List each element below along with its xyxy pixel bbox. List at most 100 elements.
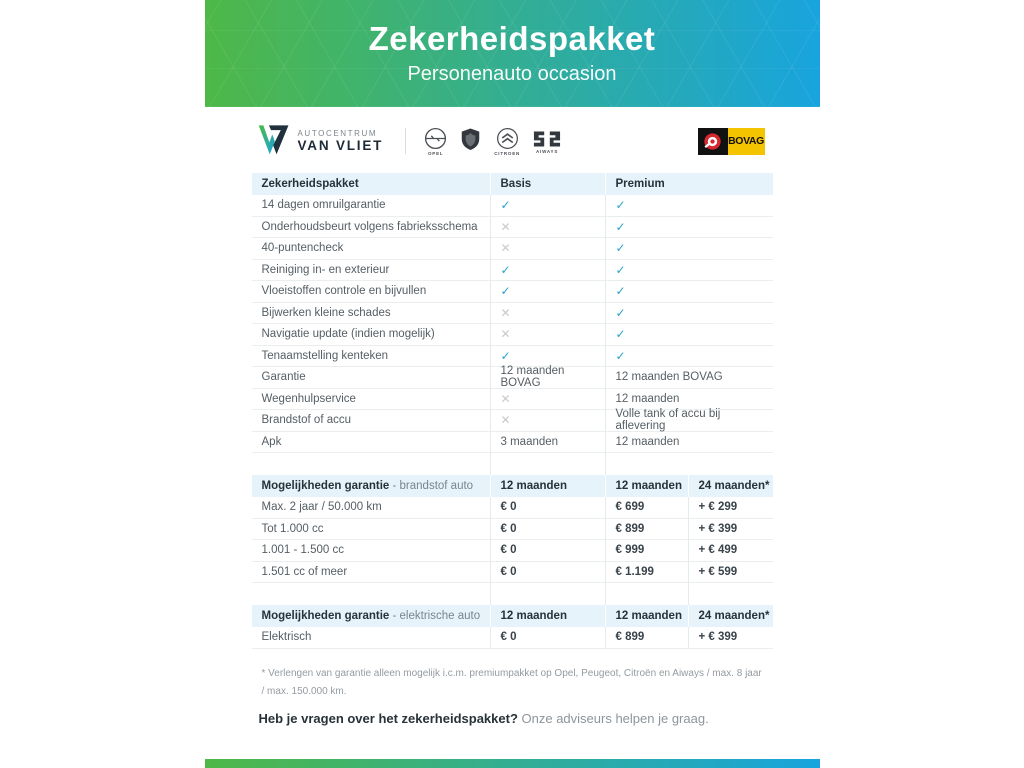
basis-value: 12 maanden BOVAG [489, 365, 605, 389]
check-icon [604, 281, 773, 303]
table-row: Reiniging in- en exterieur [251, 259, 773, 281]
check-icon [489, 281, 605, 303]
cross-icon [489, 324, 605, 346]
price-value: + € 499 [687, 540, 773, 562]
electric-section-title: Mogelijkheden garantie - elektrische aut… [251, 605, 490, 627]
dealer-name-top: AUTOCENTRUM [297, 128, 378, 138]
electric-header-col2: 12 maanden [604, 605, 688, 627]
section-title-bold: Mogelijkheden garantie [261, 480, 390, 492]
cross-icon [489, 216, 605, 238]
bovag-logo: BOVAG [697, 127, 765, 155]
price-value: + € 399 [687, 518, 773, 540]
footer-gradient-bar [204, 759, 820, 768]
table-spacer [252, 453, 773, 475]
footnote: * Verlengen van garantie alleen mogelijk… [261, 667, 762, 698]
table-row: 40-puntencheck [251, 238, 773, 260]
table-row: Garantie 12 maanden BOVAG 12 maanden BOV… [251, 365, 773, 389]
table-row: Elektrisch € 0 € 899 + € 399 [251, 627, 773, 649]
section-title-bold: Mogelijkheden garantie [261, 610, 390, 622]
check-icon [604, 324, 773, 346]
cross-icon [489, 410, 605, 432]
table-row: Apk 3 maanden 12 maanden [251, 431, 773, 453]
dealer-logo: AUTOCENTRUM VAN VLIET [257, 121, 384, 162]
price-value: € 0 [489, 627, 605, 649]
comparison-tables: Zekerheidspakket Basis Premium 14 dagen … [251, 173, 773, 649]
table-row: 14 dagen omruilgarantie [251, 195, 773, 217]
fuel-header-col2: 12 maanden [604, 475, 688, 497]
price-value: + € 299 [687, 497, 773, 519]
feature-label: 14 dagen omruilgarantie [251, 195, 490, 217]
question-rest: Onze adviseurs helpen je graag. [521, 710, 709, 726]
peugeot-logo-icon [460, 127, 481, 151]
feature-label: Brandstof of accu [251, 410, 490, 432]
check-icon [604, 195, 773, 217]
table-row: Bijwerken kleine schades [251, 302, 773, 324]
table-row: Navigatie update (indien mogelijk) [251, 324, 773, 346]
brand-logos: OPEL CITROEN [424, 127, 561, 156]
feature-label: Reiniging in- en exterieur [251, 260, 490, 281]
price-value: + € 399 [687, 627, 773, 649]
check-icon [604, 238, 773, 260]
price-value: € 999 [604, 540, 688, 562]
check-icon [489, 259, 605, 281]
header-banner: Zekerheidspakket Personenauto occasion [204, 0, 820, 107]
check-icon [604, 259, 773, 281]
feature-label: Onderhoudsbeurt volgens fabrieksschema [251, 217, 490, 238]
table-row: Vloeistoffen controle en bijvullen [251, 281, 773, 303]
table-row: 1.001 - 1.500 cc € 0 € 999 + € 499 [251, 540, 773, 562]
price-value: € 0 [489, 497, 605, 519]
table-row: Max. 2 jaar / 50.000 km € 0 € 699 + € 29… [251, 497, 773, 519]
main-header-premium: Premium [604, 173, 773, 195]
section-title-light: - brandstof auto [392, 480, 474, 492]
feature-label: Tenaamstelling kenteken [251, 346, 490, 367]
aiways-caption: AIWAYS [536, 148, 559, 154]
brochure-page: Zekerheidspakket Personenauto occasion A… [204, 0, 820, 768]
price-value: € 0 [489, 561, 605, 583]
cross-icon [489, 388, 605, 410]
electric-header-col1: 12 maanden [489, 605, 605, 627]
price-value: € 899 [604, 518, 688, 540]
fuel-section-title: Mogelijkheden garantie - brandstof auto [251, 475, 490, 497]
van-vliet-v7-icon [257, 121, 291, 162]
page-subtitle: Personenauto occasion [407, 62, 617, 85]
price-value: € 0 [489, 518, 605, 540]
feature-label: Wegenhulpservice [251, 389, 490, 410]
feature-label: Navigatie update (indien mogelijk) [251, 324, 490, 346]
premium-value: 12 maanden [604, 431, 773, 453]
check-icon [489, 345, 605, 367]
cross-icon [489, 238, 605, 260]
feature-label: Garantie [251, 367, 490, 389]
table-row: Onderhoudsbeurt volgens fabrieksschema [251, 216, 773, 238]
table-spacer [252, 583, 773, 605]
citroen-logo-icon: CITROEN [494, 127, 520, 156]
tier-label: 1.501 cc of meer [251, 562, 490, 583]
opel-caption: OPEL [427, 150, 444, 156]
price-value: € 699 [604, 497, 688, 519]
main-header-basis: Basis [489, 173, 605, 195]
check-icon [604, 302, 773, 324]
fuel-header-col3: 24 maanden* [687, 475, 773, 497]
basis-value: 3 maanden [489, 431, 605, 453]
price-value: + € 599 [687, 561, 773, 583]
premium-value: 12 maanden [604, 388, 773, 410]
fuel-table-header: Mogelijkheden garantie - brandstof auto … [251, 475, 773, 497]
fuel-header-col1: 12 maanden [489, 475, 605, 497]
aiways-logo-icon: AIWAYS [533, 127, 561, 154]
main-header-title: Zekerheidspakket [251, 173, 490, 195]
feature-label: Apk [251, 432, 490, 453]
closing-question: Heb je vragen over het zekerheidspakket?… [259, 711, 820, 726]
section-title-light: - elektrische auto [392, 610, 481, 622]
page-title: Zekerheidspakket [368, 20, 656, 58]
table-row: Tot 1.000 cc € 0 € 899 + € 399 [251, 518, 773, 540]
price-value: € 899 [604, 627, 688, 649]
electric-header-col3: 24 maanden* [687, 605, 773, 627]
check-icon [489, 195, 605, 217]
question-bold: Heb je vragen over het zekerheidspakket? [258, 710, 518, 726]
table-row: Brandstof of accu Volle tank of accu bij… [251, 408, 773, 432]
logo-row: AUTOCENTRUM VAN VLIET OPEL [205, 119, 820, 163]
electric-table-header: Mogelijkheden garantie - elektrische aut… [251, 605, 773, 627]
tier-label: 1.001 - 1.500 cc [251, 540, 490, 562]
bovag-label: BOVAG [728, 135, 764, 147]
dealer-name: AUTOCENTRUM VAN VLIET [298, 129, 384, 154]
feature-label: 40-puntencheck [251, 238, 490, 260]
